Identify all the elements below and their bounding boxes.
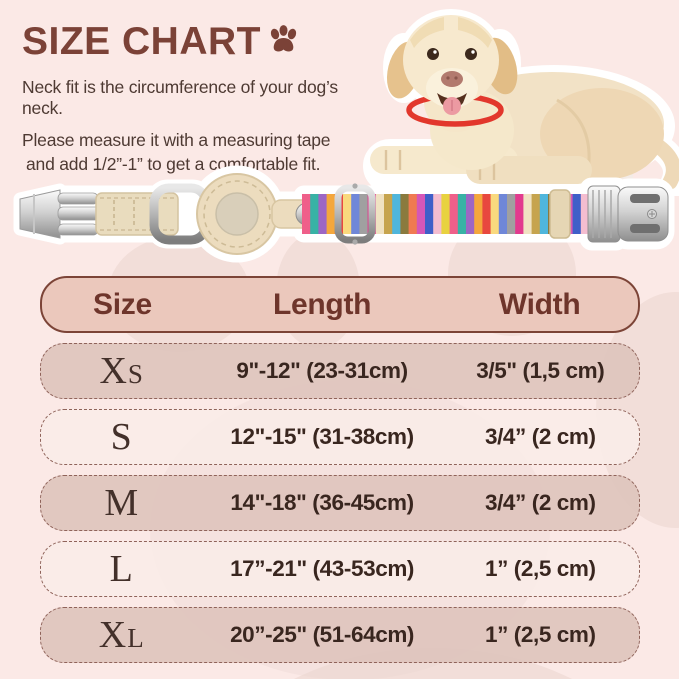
size-cell: Xs bbox=[99, 350, 144, 392]
description: Neck fit is the circumference of your do… bbox=[22, 77, 372, 175]
collar-square-ring bbox=[334, 183, 376, 245]
airtag-holder bbox=[196, 173, 278, 255]
table-row-xs: Xs 9"-12" (23-31cm) 3/5" (1,5 cm) bbox=[40, 343, 640, 399]
dog-illustration bbox=[363, 9, 679, 196]
length-cell: 12"-15" (31-38cm) bbox=[230, 424, 414, 449]
paw-icon bbox=[270, 25, 297, 52]
collar-illustration bbox=[13, 165, 675, 263]
collar-buckle-female bbox=[617, 186, 669, 242]
length-cell: 17”-21" (43-53cm) bbox=[230, 556, 415, 581]
collar-keeper bbox=[549, 189, 571, 239]
table-header-row: Size Length Width bbox=[40, 276, 640, 333]
width-cell: 3/5" (1,5 cm) bbox=[476, 358, 605, 383]
page-title: SIZE CHART bbox=[22, 20, 261, 63]
column-header-width: Width bbox=[498, 287, 581, 321]
table-row-s: S 12"-15" (31-38cm) 3/4” (2 cm) bbox=[40, 409, 640, 465]
column-header-size: Size bbox=[93, 287, 152, 321]
size-cell: L bbox=[109, 548, 134, 590]
size-cell: M bbox=[104, 482, 140, 524]
size-cell: Xl bbox=[98, 614, 145, 656]
width-cell: 1” (2,5 cm) bbox=[484, 622, 596, 647]
size-table: Size Length Width Xs 9"-12" (23-31cm) 3/… bbox=[40, 276, 640, 663]
width-cell: 3/4” (2 cm) bbox=[484, 490, 596, 515]
length-cell: 9"-12" (23-31cm) bbox=[236, 358, 408, 383]
header: SIZE CHART Neck fit is the circumference… bbox=[22, 22, 372, 175]
table-row-m: M 14"-18" (36-45cm) 3/4” (2 cm) bbox=[40, 475, 640, 531]
collar-slider bbox=[587, 185, 621, 243]
width-cell: 3/4” (2 cm) bbox=[484, 424, 596, 449]
column-header-length: Length bbox=[273, 287, 372, 321]
length-cell: 14"-18" (36-45cm) bbox=[230, 490, 414, 515]
description-line: Please measure it with a measuring tape bbox=[22, 130, 331, 150]
width-cell: 1” (2,5 cm) bbox=[484, 556, 596, 581]
table-row-xl: Xl 20”-25" (51-64cm) 1” (2,5 cm) bbox=[40, 607, 640, 663]
size-cell: S bbox=[110, 416, 133, 458]
collar-buckle-male bbox=[19, 189, 105, 239]
collar-leather-strap bbox=[95, 192, 179, 236]
length-cell: 20”-25" (51-64cm) bbox=[230, 622, 415, 647]
description-line: Neck fit is the circumference of your do… bbox=[22, 77, 338, 118]
collar-stripes bbox=[302, 194, 631, 234]
table-row-l: L 17”-21" (43-53cm) 1” (2,5 cm) bbox=[40, 541, 640, 597]
